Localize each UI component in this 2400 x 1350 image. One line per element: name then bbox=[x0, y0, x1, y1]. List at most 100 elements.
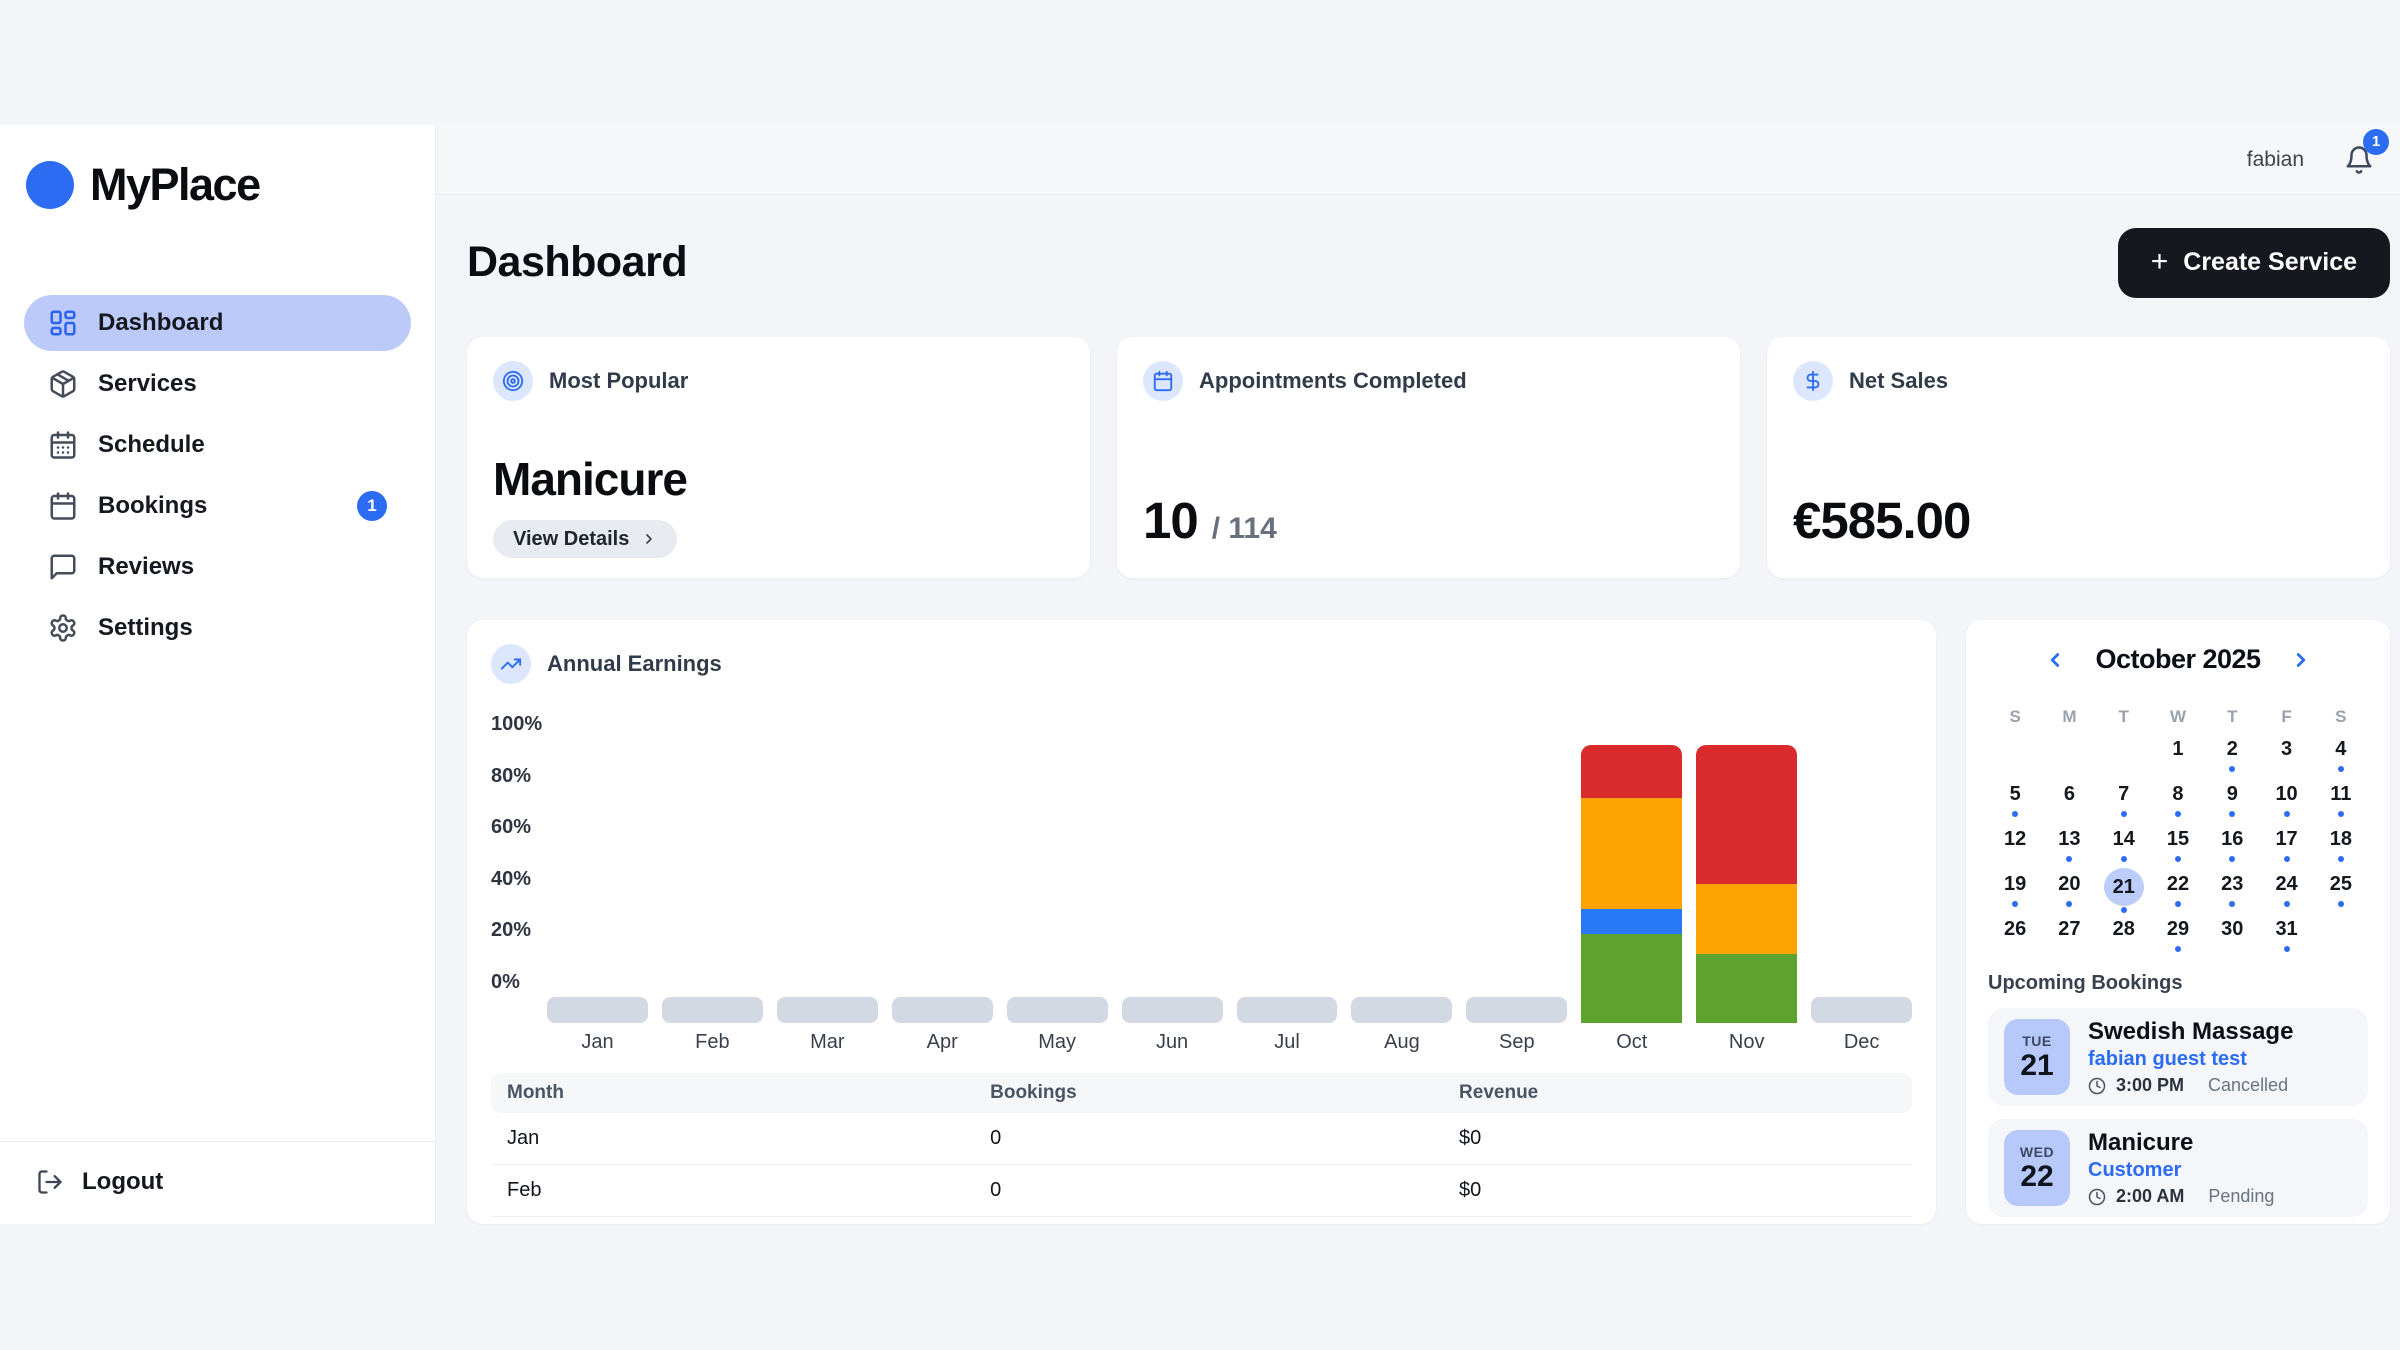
booking-status: Cancelled bbox=[2208, 1075, 2289, 1095]
calendar-day-9[interactable]: 9 bbox=[2205, 778, 2259, 823]
sidebar-item-settings[interactable]: Settings bbox=[24, 600, 411, 656]
chevron-left-icon bbox=[2051, 652, 2060, 667]
day-number: 19 bbox=[2004, 872, 2027, 895]
calendar-day-22[interactable]: 22 bbox=[2151, 868, 2205, 913]
calendar-day-3[interactable]: 3 bbox=[2259, 733, 2313, 778]
calendar-day-2[interactable]: 2 bbox=[2205, 733, 2259, 778]
calendar-day-8[interactable]: 8 bbox=[2151, 778, 2205, 823]
day-number: 13 bbox=[2058, 827, 2081, 850]
x-axis-tick: Feb bbox=[695, 1031, 730, 1053]
calendar-day-15[interactable]: 15 bbox=[2151, 823, 2205, 868]
brand-logo-circle bbox=[26, 161, 74, 209]
view-details-button[interactable]: View Details bbox=[493, 520, 678, 558]
day-number: 27 bbox=[2058, 917, 2081, 940]
calendar-day-1[interactable]: 1 bbox=[2151, 733, 2205, 778]
calendar-day-21[interactable]: 21 bbox=[2097, 868, 2151, 913]
calendar-day-23[interactable]: 23 bbox=[2205, 868, 2259, 913]
calendar-day-27[interactable]: 27 bbox=[2042, 913, 2096, 958]
calendar-day-25[interactable]: 25 bbox=[2314, 868, 2368, 913]
booking-status: Pending bbox=[2208, 1186, 2275, 1206]
bell-icon bbox=[2346, 145, 2372, 174]
calendar-day-29[interactable]: 29 bbox=[2151, 913, 2205, 958]
calendar-day-20[interactable]: 20 bbox=[2042, 868, 2096, 913]
chart-bar-jun bbox=[1121, 745, 1223, 1023]
sidebar-item-services[interactable]: Services bbox=[24, 356, 411, 412]
card-title: Net Sales bbox=[1849, 368, 1949, 393]
booking-info: Swedish Massage fabian guest test 3:00 P… bbox=[2088, 1018, 2293, 1096]
calendar-day-7[interactable]: 7 bbox=[2097, 778, 2151, 823]
calendar-day-26[interactable]: 26 bbox=[1988, 913, 2042, 958]
calendar-day-13[interactable]: 13 bbox=[2042, 823, 2096, 868]
empty-month-placeholder-bar bbox=[661, 997, 763, 1023]
username[interactable]: fabian bbox=[2246, 147, 2304, 171]
day-number: 4 bbox=[2335, 737, 2347, 760]
logout-label: Logout bbox=[82, 1168, 164, 1195]
booking-customer-link[interactable]: fabian guest test bbox=[2088, 1048, 2247, 1070]
sidebar-item-reviews[interactable]: Reviews bbox=[24, 539, 411, 595]
sidebar-item-label: Dashboard bbox=[98, 309, 224, 336]
x-axis-tick: Apr bbox=[926, 1031, 958, 1053]
most-popular-card: Most Popular Manicure View Details bbox=[467, 337, 1090, 578]
chevron-right-icon bbox=[2296, 652, 2305, 667]
calendar-day-18[interactable]: 18 bbox=[2314, 823, 2368, 868]
day-number: 17 bbox=[2275, 827, 2298, 850]
sidebar-item-bookings[interactable]: Bookings 1 bbox=[24, 478, 411, 534]
card-head: Appointments Completed bbox=[1143, 361, 1714, 401]
calendar-day-24[interactable]: 24 bbox=[2259, 868, 2313, 913]
booking-dot bbox=[2229, 766, 2236, 772]
day-number: 7 bbox=[2118, 782, 2130, 805]
day-number: 18 bbox=[2329, 827, 2352, 850]
day-number: 31 bbox=[2275, 917, 2298, 940]
x-axis-tick: May bbox=[1038, 1031, 1077, 1053]
calendar-day-19[interactable]: 19 bbox=[1988, 868, 2042, 913]
target-icon bbox=[493, 361, 533, 401]
calendar-day-30[interactable]: 30 bbox=[2205, 913, 2259, 958]
next-month-button[interactable] bbox=[2289, 648, 2313, 672]
logout-button[interactable]: Logout bbox=[36, 1168, 435, 1196]
page-title: Dashboard bbox=[467, 238, 688, 286]
calendar-day-6[interactable]: 6 bbox=[2042, 778, 2096, 823]
calendar-day-14[interactable]: 14 bbox=[2097, 823, 2151, 868]
sidebar-item-label: Services bbox=[98, 370, 197, 397]
trending-up-icon bbox=[491, 644, 531, 684]
booking-customer-link[interactable]: Customer bbox=[2088, 1159, 2182, 1181]
calendar-day-16[interactable]: 16 bbox=[2205, 823, 2259, 868]
sidebar-item-dashboard[interactable]: Dashboard bbox=[24, 295, 411, 351]
sidebar-item-schedule[interactable]: Schedule bbox=[24, 417, 411, 473]
calendar-day-11[interactable]: 11 bbox=[2314, 778, 2368, 823]
prev-month-button[interactable] bbox=[2043, 648, 2067, 672]
net-sales-card: Net Sales €585.00 bbox=[1767, 337, 2390, 578]
calendar-day-28[interactable]: 28 bbox=[2097, 913, 2151, 958]
day-number: 23 bbox=[2221, 872, 2244, 895]
sidebar-item-label: Bookings bbox=[98, 492, 208, 519]
table-row: Jan 0 $0 bbox=[491, 1113, 1912, 1165]
calendar-day-5[interactable]: 5 bbox=[1988, 778, 2042, 823]
bookings-count-badge: 1 bbox=[357, 491, 387, 521]
booking-date-chip: WED 22 bbox=[2004, 1130, 2070, 1206]
calendar-day-4[interactable]: 4 bbox=[2314, 733, 2368, 778]
day-number: 26 bbox=[2004, 917, 2027, 940]
x-axis-tick: Jul bbox=[1274, 1031, 1300, 1053]
calendar-day-31[interactable]: 31 bbox=[2259, 913, 2313, 958]
booking-item[interactable]: TUE 21 Swedish Massage fabian guest test… bbox=[1988, 1008, 2368, 1106]
chart-bar-jul bbox=[1236, 745, 1338, 1023]
calendar-day-10[interactable]: 10 bbox=[2259, 778, 2313, 823]
booking-dot bbox=[2337, 766, 2344, 772]
dashboard-content: Dashboard + Create Service Most Popular … bbox=[436, 195, 2400, 1224]
x-axis-tick: Aug bbox=[1384, 1031, 1420, 1053]
column-header-revenue: Revenue bbox=[1443, 1073, 1912, 1113]
notifications-button[interactable]: 1 bbox=[2344, 128, 2389, 175]
table-row: Mar 0 $0 bbox=[491, 1216, 1912, 1224]
chart-bar-may bbox=[1006, 745, 1108, 1023]
create-service-button[interactable]: + Create Service bbox=[2117, 227, 2390, 298]
booking-item[interactable]: WED 22 Manicure Customer 2:00 AM Pending bbox=[1988, 1119, 2368, 1217]
calendar-day-12[interactable]: 12 bbox=[1988, 823, 2042, 868]
weekday-header-row: S M T W T F S bbox=[1988, 707, 2368, 727]
sidebar: MyPlace Dashboard Services Schedule bbox=[0, 125, 436, 1224]
day-number: 15 bbox=[2166, 827, 2190, 850]
upcoming-bookings-title: Upcoming Bookings bbox=[1988, 972, 2183, 994]
cell-bookings: 0 bbox=[974, 1216, 1444, 1224]
calendar-day-17[interactable]: 17 bbox=[2259, 823, 2313, 868]
chart-bar-dec bbox=[1811, 745, 1913, 1023]
